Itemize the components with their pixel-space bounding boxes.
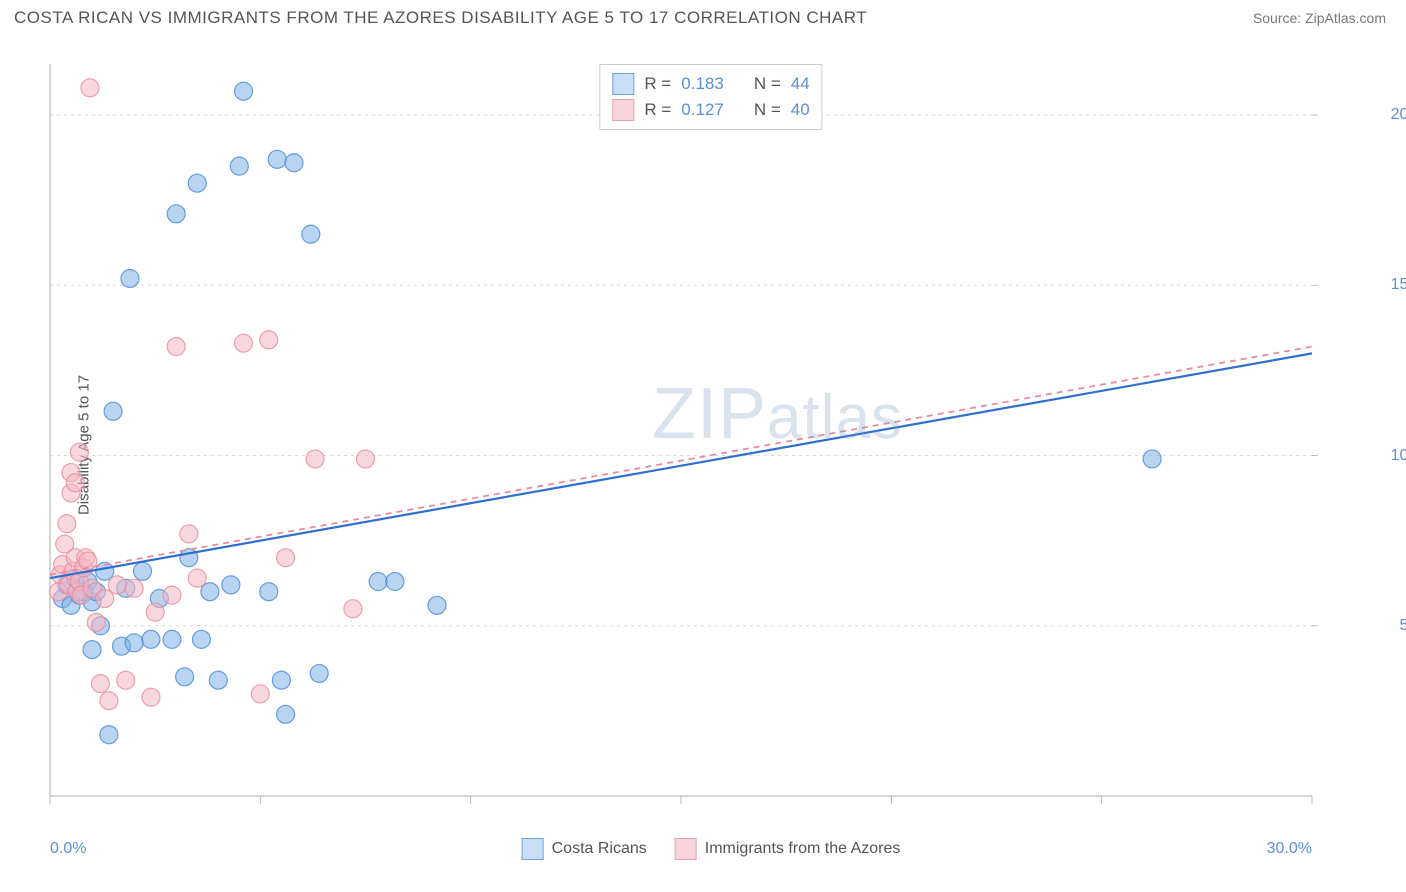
- r-label: R =: [644, 100, 671, 120]
- source-label: Source: ZipAtlas.com: [1253, 10, 1386, 26]
- y-tick-label: 15.0%: [1391, 276, 1406, 294]
- legend-swatch: [612, 99, 634, 121]
- legend-label: Immigrants from the Azores: [705, 840, 901, 858]
- r-value: 0.183: [681, 74, 724, 94]
- legend-item: Immigrants from the Azores: [675, 838, 901, 860]
- bottom-legend: Costa Ricans Immigrants from the Azores: [522, 838, 901, 860]
- stats-row: R = 0.127 N = 40: [612, 97, 809, 123]
- x-tick-label: 30.0%: [1267, 840, 1312, 858]
- y-tick-label: 10.0%: [1391, 447, 1406, 465]
- legend-swatch: [675, 838, 697, 860]
- y-tick-label: 20.0%: [1391, 106, 1406, 124]
- stats-legend-box: R = 0.183 N = 44 R = 0.127 N = 40: [599, 64, 822, 130]
- r-label: R =: [644, 74, 671, 94]
- scatter-plot: [46, 60, 1376, 830]
- x-tick-label: 0.0%: [50, 840, 86, 858]
- legend-item: Costa Ricans: [522, 838, 647, 860]
- r-value: 0.127: [681, 100, 724, 120]
- n-label: N =: [754, 100, 781, 120]
- n-value: 40: [791, 100, 810, 120]
- legend-label: Costa Ricans: [552, 840, 647, 858]
- header: COSTA RICAN VS IMMIGRANTS FROM THE AZORE…: [0, 0, 1406, 32]
- n-value: 44: [791, 74, 810, 94]
- chart-title: COSTA RICAN VS IMMIGRANTS FROM THE AZORE…: [14, 8, 867, 28]
- legend-swatch: [522, 838, 544, 860]
- n-label: N =: [754, 74, 781, 94]
- chart-area: Disability Age 5 to 17 ZIPatlas R = 0.18…: [46, 60, 1376, 830]
- stats-row: R = 0.183 N = 44: [612, 71, 809, 97]
- y-tick-label: 5.0%: [1400, 617, 1406, 635]
- legend-swatch: [612, 73, 634, 95]
